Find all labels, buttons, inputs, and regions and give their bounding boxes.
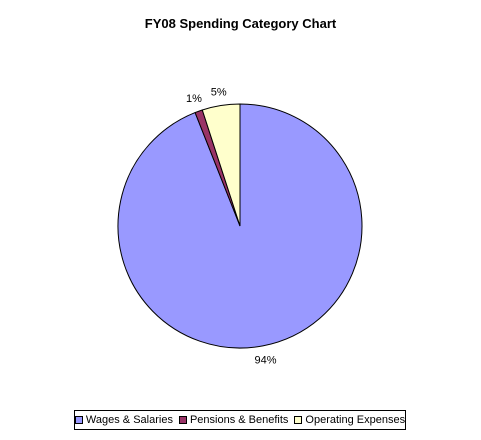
chart-legend: Wages & Salaries Pensions & Benefits Ope… — [74, 410, 406, 430]
slice-label-pensions: 1% — [186, 93, 202, 105]
legend-swatch-wages — [74, 416, 83, 424]
legend-label-operating: Operating Expenses — [305, 414, 406, 426]
chart-title: FY08 Spending Category Chart — [144, 16, 337, 31]
pie-slice-operating — [201, 103, 241, 227]
legend-item-pensions: Pensions & Benefits — [178, 414, 289, 426]
legend-label-wages: Wages & Salaries — [85, 414, 173, 426]
slice-label-wages: 94% — [254, 355, 276, 367]
legend-item-operating: Operating Expenses — [294, 414, 405, 426]
legend-label-pensions: Pensions & Benefits — [189, 414, 289, 426]
legend-swatch-operating — [294, 416, 303, 424]
slice-label-operating: 5% — [211, 87, 227, 99]
legend-item-wages: Wages & Salaries — [74, 414, 173, 426]
legend-swatch-pensions — [178, 416, 187, 424]
